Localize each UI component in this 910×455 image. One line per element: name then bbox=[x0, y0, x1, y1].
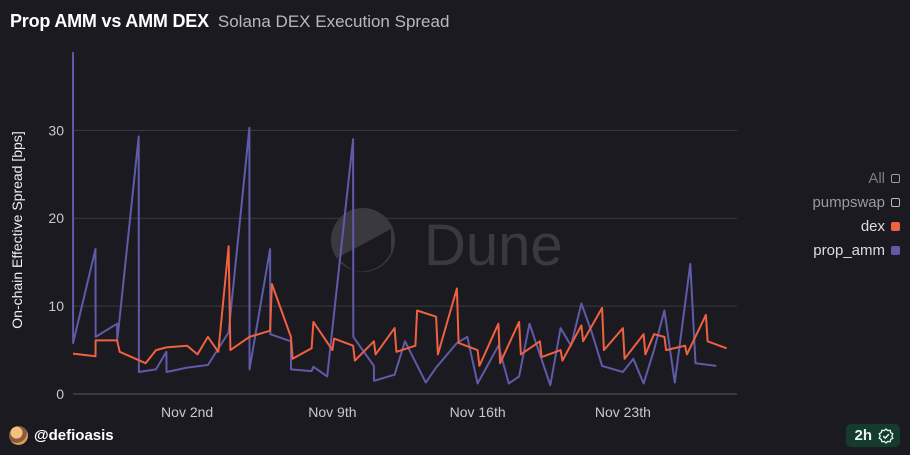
x-tick-label: Nov 9th bbox=[308, 404, 356, 420]
x-tick-label: Nov 23th bbox=[595, 404, 651, 420]
username: @defioasis bbox=[34, 427, 114, 444]
x-tick-label: Nov 2nd bbox=[161, 404, 213, 420]
x-tick-label: Nov 16th bbox=[450, 404, 506, 420]
watermark-text: Dune bbox=[424, 213, 563, 278]
author[interactable]: @defioasis bbox=[9, 426, 114, 445]
x-axis-ticks: Nov 2nd Nov 9th Nov 16th Nov 23th bbox=[161, 404, 651, 420]
legend-swatch-dex bbox=[891, 222, 900, 231]
legend-item-dex[interactable]: dex bbox=[861, 218, 900, 235]
legend-item-all[interactable]: All bbox=[868, 170, 900, 187]
checkbox-icon bbox=[891, 198, 900, 207]
refresh-age: 2h bbox=[854, 427, 872, 444]
legend-swatch-prop-amm bbox=[891, 246, 900, 255]
legend: All pumpswap dex prop_amm bbox=[812, 170, 900, 259]
y-axis-ticks: 0 10 20 30 bbox=[48, 122, 64, 402]
y-tick-label: 30 bbox=[48, 122, 64, 138]
gridlines bbox=[73, 129, 737, 395]
legend-label-pumpswap: pumpswap bbox=[812, 194, 885, 211]
y-axis-label: On-chain Effective Spread [bps] bbox=[9, 131, 25, 328]
chart-title: Prop AMM vs AMM DEX bbox=[10, 11, 209, 31]
series-line-dex bbox=[72, 245, 727, 367]
legend-item-prop-amm[interactable]: prop_amm bbox=[813, 242, 900, 259]
legend-item-pumpswap[interactable]: pumpswap bbox=[812, 194, 900, 211]
legend-label-all: All bbox=[868, 170, 885, 187]
avatar bbox=[9, 426, 28, 445]
chart-subtitle: Solana DEX Execution Spread bbox=[217, 12, 450, 31]
series-lines bbox=[72, 52, 727, 387]
legend-label-prop-amm: prop_amm bbox=[813, 242, 885, 259]
chart-header: Prop AMM vs AMM DEX Solana DEX Execution… bbox=[10, 11, 449, 32]
series-line-prop-amm bbox=[72, 52, 717, 387]
check-shield-icon bbox=[878, 427, 894, 444]
dune-watermark: Dune bbox=[331, 208, 563, 278]
y-tick-label: 20 bbox=[48, 210, 64, 226]
y-tick-label: 10 bbox=[48, 298, 64, 314]
checkbox-icon bbox=[891, 174, 900, 183]
legend-label-dex: dex bbox=[860, 218, 885, 235]
refresh-badge[interactable]: 2h bbox=[846, 424, 900, 447]
y-tick-label: 0 bbox=[56, 386, 64, 402]
